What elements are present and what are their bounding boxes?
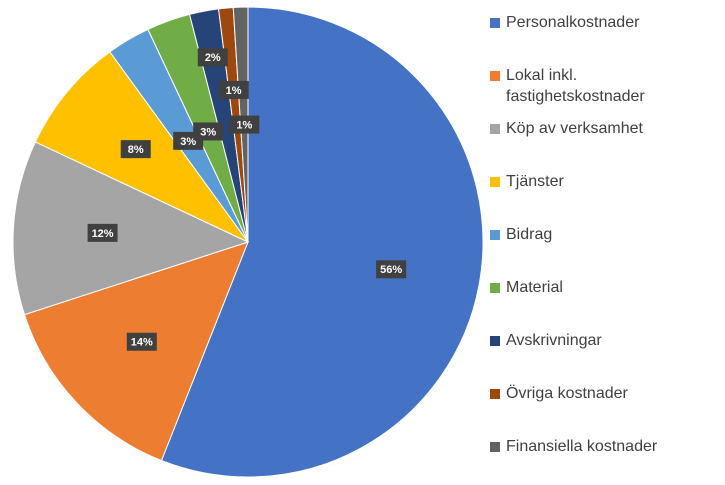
legend-label: Tjänster	[506, 173, 564, 190]
legend-label: Material	[506, 279, 563, 296]
legend-label: Övriga kostnader	[506, 385, 628, 402]
pie-slice	[12, 141, 250, 316]
legend-item: Bidrag	[490, 224, 700, 245]
data-label-box	[126, 332, 157, 351]
legend-swatch	[490, 389, 500, 399]
legend-label: Bidrag	[506, 226, 553, 243]
legend-label: Lokal inkl. fastighetskostnader	[506, 67, 645, 105]
legend-swatch	[490, 442, 500, 452]
data-label: 3%	[200, 126, 216, 138]
legend-item: Finansiella kostnader	[490, 436, 700, 457]
legend-swatch	[490, 124, 500, 134]
legend-item: Övriga kostnader	[490, 383, 700, 404]
legend-label: Finansiella kostnader	[506, 438, 658, 455]
legend-swatch	[490, 18, 500, 28]
legend-swatch	[490, 336, 500, 346]
data-label: 3%	[180, 136, 196, 148]
data-label-box	[193, 122, 224, 141]
legend-item: Material	[490, 277, 700, 298]
data-label: 12%	[92, 228, 114, 240]
pie: 56% 14% 12% 8% 3% 3% 2% 1% 1%	[12, 6, 484, 478]
data-label-box	[376, 260, 407, 279]
data-label: 14%	[131, 337, 153, 349]
legend-label: Avskrivningar	[506, 332, 602, 349]
data-label: 2%	[205, 52, 221, 64]
legend-label: Köp av verksamhet	[506, 120, 643, 137]
data-label-box	[229, 115, 260, 134]
legend-swatch	[490, 71, 500, 81]
data-label-box	[87, 223, 118, 242]
data-label-box	[218, 80, 249, 99]
data-label-box	[197, 48, 228, 67]
legend-item: Avskrivningar	[490, 330, 700, 351]
data-label: 1%	[236, 119, 252, 131]
legend-item: Köp av verksamhet	[490, 118, 700, 139]
data-label-box	[120, 140, 151, 159]
pie-slice	[160, 6, 484, 478]
legend-item: Tjänster	[490, 171, 700, 192]
data-label: 1%	[226, 85, 242, 97]
legend-swatch	[490, 177, 500, 187]
data-label: 56%	[380, 264, 402, 276]
data-label: 8%	[128, 144, 144, 156]
legend-swatch	[490, 283, 500, 293]
legend-label: Personalkostnader	[506, 14, 640, 31]
legend-item: Lokal inkl. fastighetskostnader	[490, 65, 700, 107]
legend-swatch	[490, 230, 500, 240]
legend-item: Personalkostnader	[490, 12, 700, 33]
